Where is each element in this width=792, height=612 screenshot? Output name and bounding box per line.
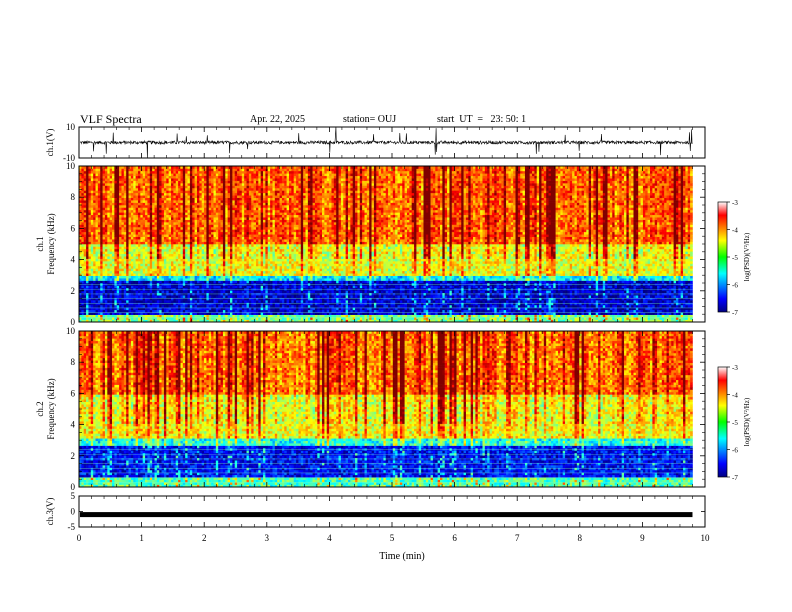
y-tick-label: 10 xyxy=(66,161,76,171)
x-tick-label: 5 xyxy=(390,533,395,543)
y-tick-label: 8 xyxy=(71,192,76,202)
colorbar-tick-label: -6 xyxy=(732,447,738,455)
y-tick-label: 2 xyxy=(71,451,76,461)
colorbar-tick-label: -6 xyxy=(732,282,738,290)
colorbar-tick-label: -3 xyxy=(732,199,738,207)
ch1-waveform-trace xyxy=(80,127,692,159)
y-axis-label: ch.3(V) xyxy=(45,498,55,526)
x-tick-label: 10 xyxy=(701,533,711,543)
colorbar-tick-label: -3 xyxy=(732,364,738,372)
colorbar xyxy=(718,202,727,312)
spectrogram-cells-1 xyxy=(79,166,693,322)
y-tick-label: 4 xyxy=(71,255,76,265)
colorbar-label: log(PSD)(V²/Hz) xyxy=(743,397,751,446)
y-tick-label: 10 xyxy=(66,326,76,336)
y-tick-label: 6 xyxy=(71,388,76,398)
x-tick-label: 6 xyxy=(452,533,457,543)
x-tick-label: 3 xyxy=(265,533,270,543)
channel-label: ch.2 xyxy=(35,401,45,416)
y-tick-label: -5 xyxy=(68,522,76,532)
x-tick-label: 7 xyxy=(515,533,520,543)
colorbar-tick-label: -5 xyxy=(732,419,738,427)
y-axis-label: Frequency (kHz) xyxy=(46,378,56,439)
x-tick-label: 1 xyxy=(139,533,144,543)
y-tick-label: 6 xyxy=(71,223,76,233)
ch3-waveform-trace xyxy=(80,512,692,517)
x-tick-label: 4 xyxy=(327,533,332,543)
colorbar-tick-label: -7 xyxy=(732,309,738,317)
y-tick-label: 0 xyxy=(71,507,76,517)
y-tick-label: 8 xyxy=(71,357,76,367)
colorbar-tick-label: -4 xyxy=(732,227,738,235)
y-axis-label: Frequency (kHz) xyxy=(46,213,56,274)
channel-label: ch.1 xyxy=(35,236,45,251)
x-axis-label: Time (min) xyxy=(379,551,424,562)
y-tick-label: 2 xyxy=(71,286,76,296)
colorbar xyxy=(718,367,727,477)
colorbar-tick-label: -7 xyxy=(732,474,738,482)
y-tick-label: 5 xyxy=(71,491,76,501)
colorbar-label: log(PSD)(V²/Hz) xyxy=(743,232,751,281)
y-tick-label: 4 xyxy=(71,420,76,430)
colorbar-tick-label: -4 xyxy=(732,392,738,400)
spectrogram-cells-2 xyxy=(79,331,693,487)
x-tick-label: 0 xyxy=(77,533,82,543)
y-tick-label: 10 xyxy=(66,122,76,132)
x-tick-label: 2 xyxy=(202,533,207,543)
y-axis-label: ch.1(V) xyxy=(45,129,55,157)
x-tick-label: 9 xyxy=(640,533,645,543)
x-tick-label: 8 xyxy=(578,533,583,543)
colorbar-tick-label: -5 xyxy=(732,254,738,262)
